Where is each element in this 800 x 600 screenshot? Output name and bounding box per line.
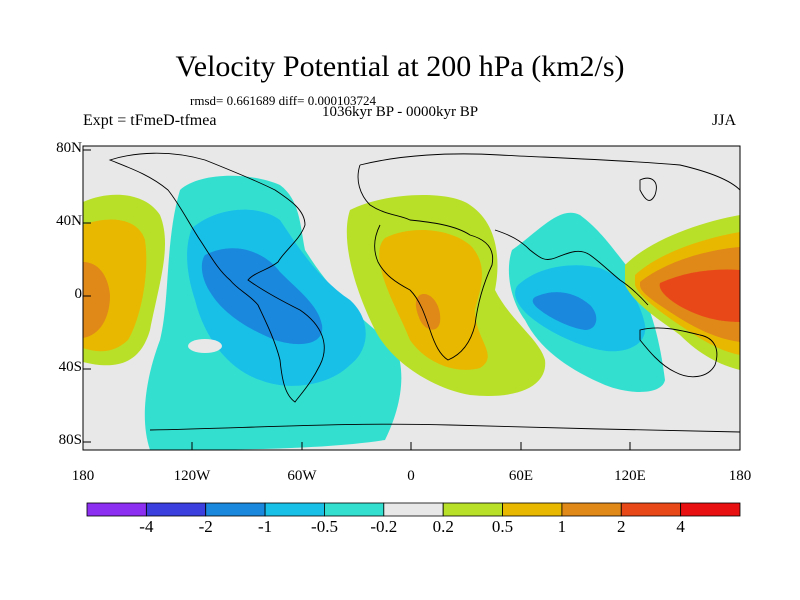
- lat-label-80n: 80N: [56, 140, 82, 156]
- lon-label-60e: 60E: [508, 468, 534, 484]
- colorbar-label: 0.2: [432, 517, 454, 536]
- colorbar-label: 4: [676, 517, 685, 536]
- lon-label-180e: 180: [728, 468, 752, 484]
- colorbar-swatch: [205, 502, 266, 517]
- colorbar-swatch: [442, 502, 503, 517]
- axis-ticks: [82, 149, 741, 450]
- pos-lobe-west-pacific-2: [659, 269, 740, 322]
- colorbar-swatch: [86, 502, 147, 517]
- colorbar-swatch: [680, 502, 741, 517]
- colorbar-label: -0.2: [370, 517, 398, 536]
- season-label: JJA: [712, 112, 737, 129]
- colorbar-label: -2: [198, 517, 213, 536]
- lat-label-40s: 40S: [58, 359, 82, 375]
- colorbar-label: 1: [557, 517, 567, 536]
- rmsd-diff-stats: rmsd= 0.661689 diff= 0.000103724: [190, 93, 376, 108]
- lat-label-0: 0: [74, 286, 83, 302]
- colorbar-label: 0.5: [491, 517, 514, 536]
- period-label: 1036kyr BP - 0000kyr BP: [322, 104, 479, 120]
- colorbar-swatch: [620, 502, 682, 517]
- colorbar-label: -0.5: [311, 517, 338, 536]
- colorbar-swatch: [502, 502, 563, 517]
- neg-hole: [188, 339, 222, 353]
- lat-label-40n: 40N: [56, 213, 82, 229]
- lon-label-180w: 180: [71, 468, 95, 484]
- colorbar: [86, 502, 741, 517]
- lon-label-120e: 120E: [614, 468, 646, 484]
- neg-region-americas-1: [201, 248, 323, 345]
- colorbar-swatch: [324, 502, 385, 517]
- colorbar-swatch: [561, 502, 622, 517]
- colorbar-label: 2: [617, 517, 626, 536]
- lon-label-120w: 120W: [173, 468, 211, 484]
- colorbar-swatch: [145, 502, 207, 517]
- colorbar-swatch: [264, 502, 325, 517]
- map-title: Velocity Potential at 200 hPa (km2/s): [175, 50, 625, 83]
- neg-lobe-indian-1: [532, 292, 597, 330]
- colorbar-label: -1: [258, 517, 273, 536]
- colorbar-label: -4: [139, 517, 154, 536]
- lon-label-0: 0: [407, 468, 415, 484]
- pos-lobe-africa-1: [415, 294, 441, 330]
- pos-lobe-pacific-1: [83, 262, 110, 338]
- contour-fields: [83, 152, 740, 450]
- experiment-label: Expt = tFmeD-tfmea: [83, 112, 217, 129]
- colorbar-swatch: [383, 502, 444, 517]
- coastlines: [108, 152, 740, 433]
- lon-label-60w: 60W: [287, 468, 317, 484]
- lat-label-80s: 80S: [58, 432, 82, 448]
